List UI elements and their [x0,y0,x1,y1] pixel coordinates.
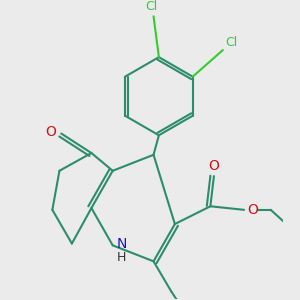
Text: N: N [116,237,127,250]
Text: Cl: Cl [226,36,238,50]
Text: H: H [117,251,126,264]
Text: O: O [45,125,56,139]
Text: Cl: Cl [146,0,158,13]
Text: O: O [208,159,219,173]
Text: O: O [248,203,258,217]
